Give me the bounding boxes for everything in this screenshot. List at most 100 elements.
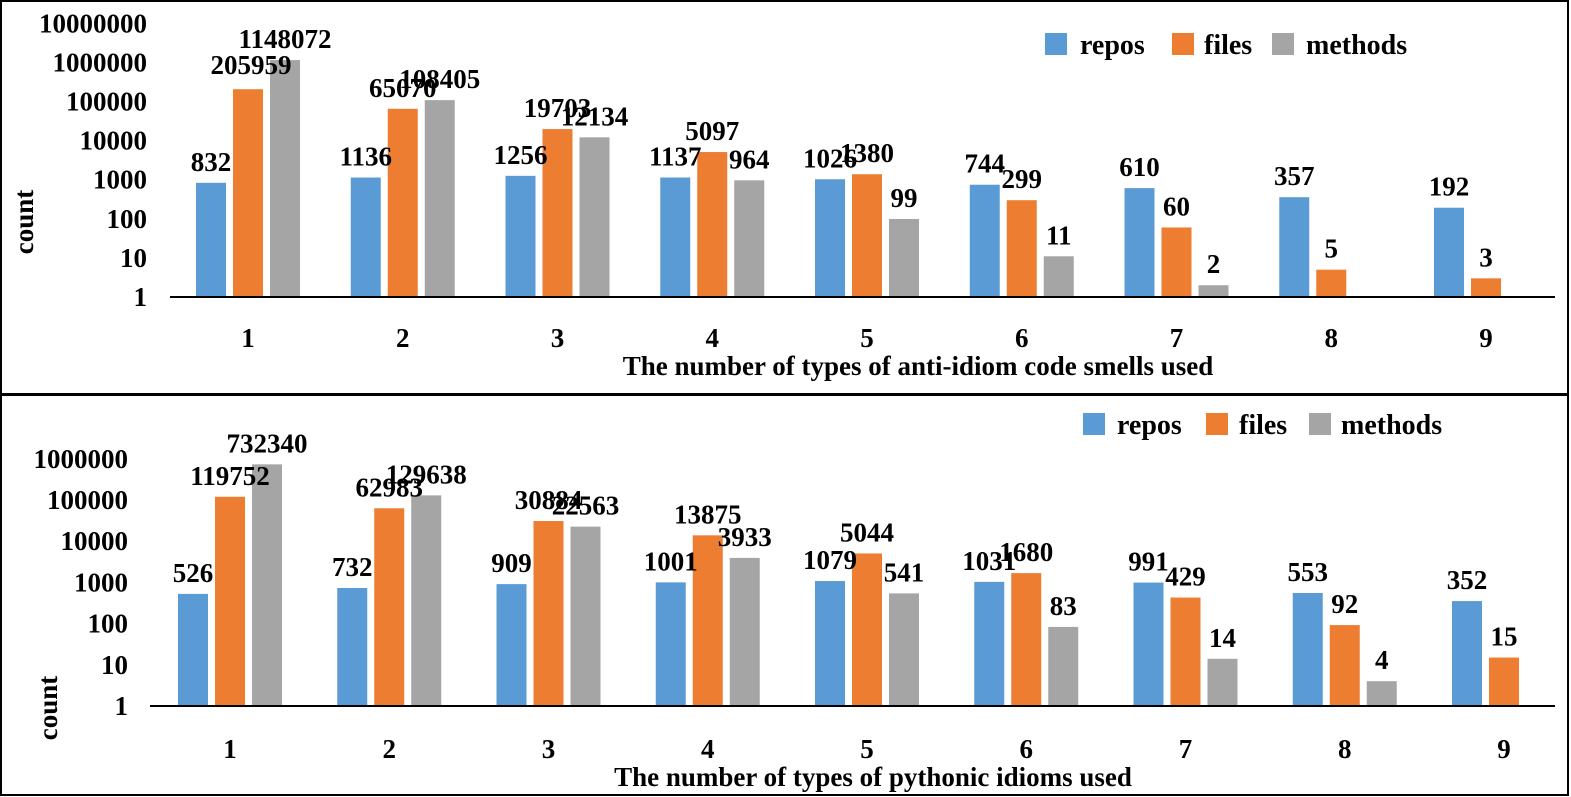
y-tick-label: 10000: [61, 526, 129, 556]
bar-files-5: [852, 553, 882, 706]
bar-methods-7: [1198, 285, 1229, 297]
x-tick-label: 7: [1170, 323, 1184, 353]
x-tick-label: 9: [1479, 323, 1493, 353]
legend-label-methods: methods: [1341, 410, 1442, 441]
y-axis-title: count: [33, 676, 63, 741]
bar-repos-1: [196, 182, 226, 297]
x-tick-label: 7: [1179, 734, 1193, 764]
x-tick-label: 5: [860, 734, 874, 764]
legend-label-repos: repos: [1080, 30, 1145, 61]
x-tick-label: 4: [706, 323, 720, 353]
data-label-repos-2: 1136: [339, 142, 392, 172]
bar-files-1: [215, 496, 245, 706]
bar-repos-9: [1452, 601, 1482, 706]
bar-files-4: [692, 535, 723, 706]
chart-panel-anti-idiom: 1 10 100 1000 10000 100000 1000000 10000000 832 1…: [0, 0, 1571, 395]
bar-files-2: [374, 508, 405, 706]
bar-repos-9: [1434, 207, 1464, 297]
data-label-files-6: 299: [1002, 164, 1043, 194]
data-label-repos-7: 610: [1119, 152, 1160, 182]
y-tick-label: 10: [120, 243, 147, 273]
bar-files-1: [233, 89, 263, 297]
data-label-repos-5: 1026: [803, 143, 857, 173]
legend-swatch-repos: [1045, 33, 1067, 55]
legend-label-files: files: [1239, 410, 1287, 441]
y-tick-label: 1000000: [34, 444, 129, 474]
x-axis-title: The number of types of pythonic idioms u…: [614, 762, 1132, 792]
bar-files-9: [1471, 278, 1501, 297]
data-label-methods-7: 14: [1209, 623, 1236, 653]
data-label-methods-2: 108405: [399, 64, 480, 94]
bar-methods-5: [889, 218, 919, 297]
data-label-repos-4: 1001: [644, 546, 698, 576]
legend-label-methods: methods: [1306, 30, 1407, 61]
data-label-methods-7: 2: [1207, 249, 1221, 279]
bar-methods-6: [1043, 256, 1074, 297]
bar-repos-3: [496, 584, 527, 706]
bar-methods-4: [734, 180, 765, 297]
data-label-methods-5: 541: [884, 557, 925, 587]
data-label-methods-2: 129638: [386, 459, 467, 489]
data-label-repos-7: 991: [1128, 547, 1169, 577]
x-tick-label: 1: [223, 734, 237, 764]
data-label-methods-5: 99: [891, 183, 918, 213]
data-label-files-4: 5097: [685, 116, 739, 146]
bar-files-8: [1329, 625, 1360, 706]
chart-frame: [0, 0, 1569, 395]
x-tick-label: 9: [1497, 734, 1511, 764]
data-label-methods-1: 732340: [227, 428, 308, 458]
bar-repos-4: [660, 177, 691, 297]
bar-files-5: [852, 174, 882, 297]
y-tick-label: 100: [88, 609, 129, 639]
legend-label-repos: repos: [1117, 410, 1182, 441]
data-label-methods-3: 12134: [561, 101, 629, 131]
x-tick-label: 2: [396, 323, 410, 353]
bar-repos-8: [1279, 197, 1310, 297]
bar-files-4: [697, 152, 728, 297]
bar-repos-3: [505, 175, 536, 297]
data-label-files-2: 62983: [356, 472, 424, 502]
chart-frame: [0, 395, 1569, 796]
x-tick-label: 4: [701, 734, 715, 764]
bar-repos-2: [337, 587, 368, 706]
bar-files-8: [1316, 269, 1347, 297]
data-label-repos-6: 744: [965, 149, 1006, 179]
y-axis-title: count: [9, 190, 39, 255]
legend-swatch-methods: [1272, 33, 1294, 55]
bar-files-7: [1161, 227, 1192, 297]
bar-repos-1: [178, 593, 208, 706]
data-label-files-7: 60: [1163, 191, 1190, 221]
bar-repos-7: [1133, 582, 1164, 706]
legend-swatch-files: [1206, 413, 1228, 435]
x-tick-label: 3: [542, 734, 556, 764]
bar-methods-4: [729, 557, 760, 706]
data-label-files-3: 19703: [524, 93, 592, 123]
bar-repos-6: [974, 581, 1005, 706]
data-label-files-5: 1380: [840, 138, 894, 168]
data-label-files-8: 92: [1331, 589, 1358, 619]
data-label-repos-9: 352: [1447, 565, 1488, 595]
data-label-methods-8: 4: [1375, 645, 1389, 675]
data-label-methods-4: 964: [729, 144, 770, 174]
data-label-repos-8: 357: [1274, 161, 1315, 191]
data-label-repos-8: 553: [1288, 557, 1329, 587]
data-label-files-9: 3: [1479, 242, 1493, 272]
y-tick-label: 10: [101, 650, 128, 680]
data-label-files-2: 65070: [369, 73, 437, 103]
bar-methods-2: [424, 100, 455, 297]
bar-repos-5: [815, 179, 845, 297]
bar-methods-1: [270, 60, 300, 297]
bar-repos-8: [1292, 592, 1323, 706]
bar-methods-1: [252, 464, 282, 706]
legend-label-files: files: [1204, 30, 1252, 61]
bar-methods-7: [1207, 658, 1238, 706]
data-label-repos-1: 832: [191, 147, 232, 177]
y-tick-label: 10000000: [39, 8, 147, 38]
bar-files-3: [533, 521, 564, 706]
bar-files-3: [542, 129, 573, 297]
bar-files-7: [1170, 597, 1201, 706]
x-tick-label: 1: [241, 323, 255, 353]
x-tick-label: 5: [860, 323, 874, 353]
bar-repos-6: [969, 184, 1000, 297]
